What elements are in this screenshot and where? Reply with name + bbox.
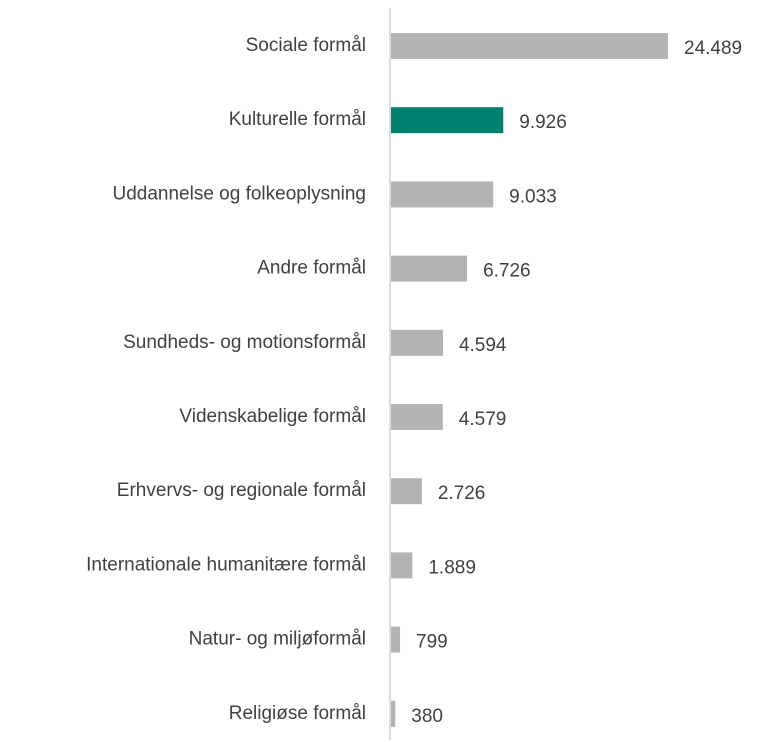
value-label: 24.489 bbox=[684, 38, 742, 59]
category-label: Sociale formål bbox=[246, 35, 366, 56]
category-label: Andre formål bbox=[257, 258, 366, 279]
bar bbox=[391, 33, 668, 59]
category-label: Religiøse formål bbox=[229, 703, 366, 724]
bar bbox=[391, 404, 443, 430]
category-label: Erhvervs- og regionale formål bbox=[117, 480, 366, 501]
bar bbox=[391, 181, 494, 208]
value-label: 2.726 bbox=[438, 483, 486, 504]
bar bbox=[391, 478, 422, 505]
bar bbox=[391, 329, 443, 356]
bar bbox=[391, 626, 401, 653]
bar bbox=[391, 552, 413, 579]
category-label: Internationale humanitære formål bbox=[86, 554, 366, 575]
bar bbox=[391, 700, 396, 727]
bar bbox=[391, 255, 468, 282]
value-label: 380 bbox=[411, 706, 443, 727]
value-label: 9.926 bbox=[519, 112, 567, 133]
value-label: 4.594 bbox=[459, 335, 507, 356]
value-label: 799 bbox=[416, 632, 448, 653]
value-label: 4.579 bbox=[459, 409, 507, 430]
category-label: Uddannelse og folkeoplysning bbox=[112, 183, 366, 204]
value-label: 6.726 bbox=[483, 261, 531, 282]
value-label: 1.889 bbox=[428, 557, 476, 578]
value-label: 9.033 bbox=[509, 186, 557, 207]
category-label: Videnskabelige formål bbox=[179, 406, 366, 427]
bar bbox=[391, 107, 504, 134]
category-label: Natur- og miljøformål bbox=[189, 629, 366, 650]
category-label: Sundheds- og motionsformål bbox=[123, 332, 366, 353]
category-label: Kulturelle formål bbox=[229, 109, 366, 130]
